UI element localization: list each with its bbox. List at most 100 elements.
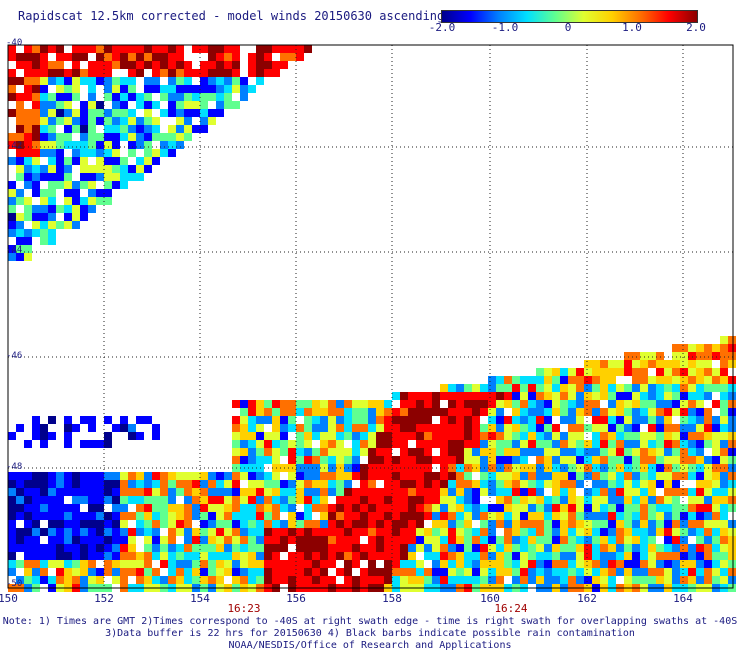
swath-cell	[8, 181, 16, 189]
swath-cell	[408, 472, 416, 480]
swath-cell	[520, 568, 528, 576]
swath-cell	[432, 496, 440, 504]
swath-cell	[400, 456, 408, 464]
swath-cell	[288, 480, 296, 488]
swath-cell	[48, 432, 56, 440]
swath-cell	[368, 400, 376, 408]
swath-cell	[320, 520, 328, 528]
swath-cell	[640, 552, 648, 560]
swath-cell	[232, 61, 240, 69]
swath-cell	[576, 416, 584, 424]
swath-cell	[64, 197, 72, 205]
swath-cell	[256, 456, 264, 464]
swath-cell	[568, 384, 576, 392]
swath-cell	[184, 77, 192, 85]
swath-cell	[592, 576, 600, 584]
swath-cell	[528, 472, 536, 480]
swath-cell	[304, 480, 312, 488]
swath-cell	[552, 456, 560, 464]
swath-cell	[16, 77, 24, 85]
swath-cell	[376, 568, 384, 576]
swath-cell	[496, 400, 504, 408]
swath-cell	[104, 85, 112, 93]
swath-cell	[232, 504, 240, 512]
swath-cell	[120, 544, 128, 552]
swath-cell	[144, 504, 152, 512]
swath-cell	[128, 480, 136, 488]
swath-cell	[448, 448, 456, 456]
swath-cell	[96, 512, 104, 520]
swath-cell	[528, 576, 536, 584]
swath-cell	[480, 528, 488, 536]
swath-cell	[128, 568, 136, 576]
swath-cell	[368, 480, 376, 488]
swath-cell	[80, 133, 88, 141]
swath-cell	[672, 472, 680, 480]
swath-cell	[176, 560, 184, 568]
swath-cell	[640, 576, 648, 584]
swath-cell	[416, 480, 424, 488]
swath-cell	[160, 141, 168, 149]
swath-cell	[312, 504, 320, 512]
swath-cell	[88, 544, 96, 552]
swath-cell	[584, 384, 592, 392]
swath-cell	[200, 85, 208, 93]
swath-cell	[328, 512, 336, 520]
swath-cell	[40, 440, 48, 448]
swath-cell	[152, 424, 160, 432]
swath-cell	[528, 488, 536, 496]
swath-cell	[264, 488, 272, 496]
swath-cell	[56, 173, 64, 181]
swath-cell	[456, 432, 464, 440]
swath-cell	[264, 53, 272, 61]
swath-cell	[680, 384, 688, 392]
swath-cell	[488, 576, 496, 584]
swath-cell	[472, 408, 480, 416]
swath-cell	[696, 352, 704, 360]
swath-cell	[696, 384, 704, 392]
swath-cell	[608, 424, 616, 432]
swath-cell	[408, 504, 416, 512]
swath-cell	[192, 528, 200, 536]
swath-cell	[136, 432, 144, 440]
swath-cell	[144, 157, 152, 165]
swath-cell	[264, 512, 272, 520]
swath-cell	[104, 488, 112, 496]
swath-cell	[504, 376, 512, 384]
swath-cell	[664, 424, 672, 432]
swath-cell	[176, 117, 184, 125]
swath-cell	[280, 400, 288, 408]
swath-cell	[112, 61, 120, 69]
swath-cell	[216, 61, 224, 69]
swath-cell	[96, 109, 104, 117]
swath-cell	[424, 440, 432, 448]
swath-cell	[96, 157, 104, 165]
swath-cell	[144, 544, 152, 552]
swath-cell	[624, 416, 632, 424]
swath-cell	[96, 133, 104, 141]
swath-cell	[584, 520, 592, 528]
swath-cell	[16, 133, 24, 141]
swath-cell	[496, 384, 504, 392]
swath-cell	[216, 536, 224, 544]
swath-cell	[704, 480, 712, 488]
swath-cell	[696, 344, 704, 352]
swath-cell	[136, 69, 144, 77]
swath-cell	[448, 576, 456, 584]
swath-cell	[176, 512, 184, 520]
swath-cell	[32, 101, 40, 109]
swath-cell	[16, 213, 24, 221]
swath-cell	[248, 560, 256, 568]
swath-cell	[584, 448, 592, 456]
swath-cell	[312, 568, 320, 576]
swath-cell	[536, 456, 544, 464]
swath-cell	[328, 440, 336, 448]
swath-cell	[144, 133, 152, 141]
swath-cell	[568, 576, 576, 584]
swath-cell	[408, 496, 416, 504]
swath-cell	[96, 440, 104, 448]
swath-cell	[336, 552, 344, 560]
swath-cell	[672, 392, 680, 400]
swath-cell	[536, 376, 544, 384]
swath-cell	[104, 432, 112, 440]
